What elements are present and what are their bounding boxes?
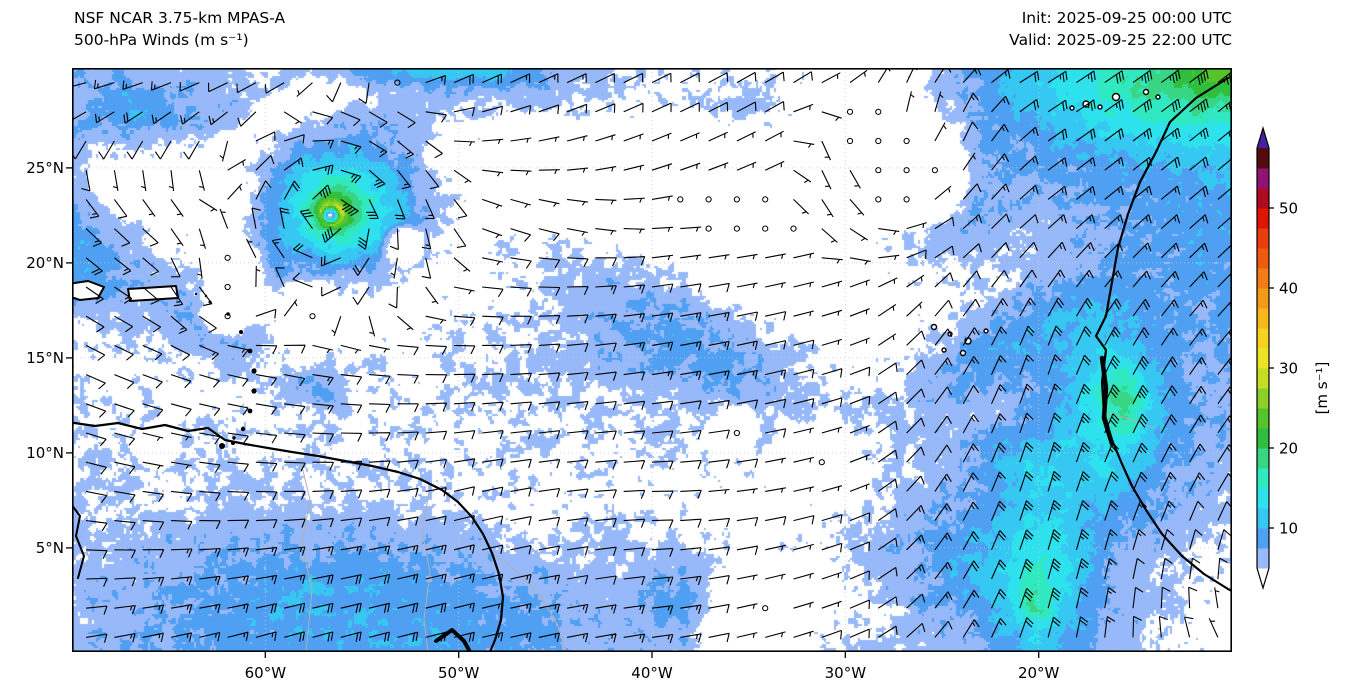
y-tick-label: 15°N [26, 348, 64, 367]
colorbar-tick-label: 50 [1279, 200, 1298, 218]
island-puerto-rico [127, 285, 179, 302]
x-tick-label: 40°W [631, 664, 673, 682]
colorbar-under-arrow [1257, 568, 1269, 588]
coastline-colombia-coast [72, 503, 85, 579]
coastline-amazon-delta [434, 628, 472, 652]
colorbar-tick-label: 10 [1279, 520, 1298, 538]
plot-border [72, 68, 1232, 652]
colorbar-unit-label: [m s⁻¹] [1313, 361, 1331, 415]
page-subtitle: 500-hPa Winds (m s⁻¹) [74, 31, 249, 49]
y-tick-label: 10°N [26, 443, 64, 462]
graticule [72, 68, 1232, 652]
coastline-south-america [72, 421, 505, 652]
x-tick-label: 30°W [824, 664, 867, 682]
island-hispaniola [72, 280, 105, 301]
y-tick-label: 20°N [26, 253, 64, 272]
colorbar-tick-label: 30 [1279, 360, 1298, 378]
page-title: NSF NCAR 3.75-km MPAS-A [74, 9, 286, 27]
x-tick-label: 50°W [437, 664, 480, 682]
calm-wind-circles [224, 79, 939, 612]
wind-barbs [72, 68, 1232, 644]
colorbar-over-arrow [1257, 128, 1269, 148]
colorbar-tick-label: 20 [1279, 440, 1298, 458]
island-dots [194, 292, 257, 449]
y-tick-label: 25°N [26, 158, 64, 177]
map-overlay [72, 68, 1232, 652]
x-tick-label: 60°W [244, 664, 287, 682]
init-time-label: Init: 2025-09-25 00:00 UTC [1021, 9, 1232, 27]
country-borders [299, 411, 1155, 652]
y-tick-label: 5°N [35, 538, 64, 557]
colorbar: 10 20 30 40 50 [1256, 125, 1298, 591]
valid-time-label: Valid: 2025-09-25 22:00 UTC [1009, 31, 1232, 49]
x-tick-label: 20°W [1017, 664, 1060, 682]
colorbar-tick-label: 40 [1279, 280, 1298, 298]
